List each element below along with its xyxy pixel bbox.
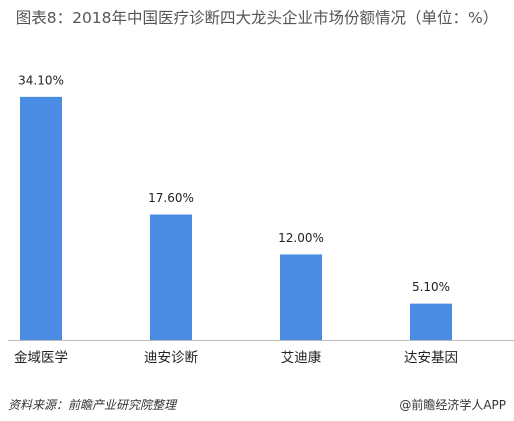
x-tick-label: 金域医学	[14, 350, 68, 366]
bar	[150, 214, 192, 340]
value-label: 17.60%	[148, 191, 194, 205]
x-tick-label: 达安基因	[404, 349, 458, 366]
chart-title: 图表8：2018年中国医疗诊断四大龙头企业市场份额情况（单位：%）	[15, 9, 499, 27]
value-label: 12.00%	[278, 231, 324, 245]
bar	[280, 254, 322, 340]
brand: @前瞻经济学人APP	[399, 398, 506, 412]
x-tick-label: 迪安诊断	[144, 350, 198, 366]
bar	[410, 303, 452, 340]
bar	[20, 96, 62, 340]
source-note: 资料来源：前瞻产业研究院整理	[8, 398, 177, 412]
value-label: 34.10%	[18, 73, 64, 87]
x-tick-label: 艾迪康	[281, 349, 322, 366]
value-label: 5.10%	[412, 280, 450, 294]
